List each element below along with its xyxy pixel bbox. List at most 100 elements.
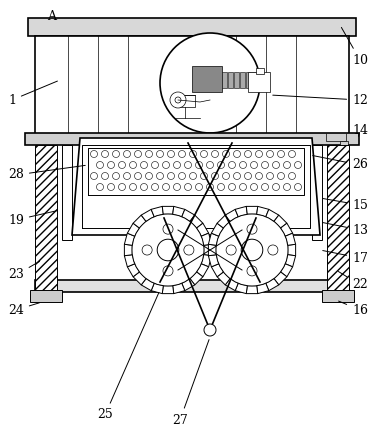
Circle shape: [179, 151, 185, 158]
Circle shape: [245, 172, 252, 179]
Polygon shape: [211, 264, 223, 277]
Polygon shape: [72, 138, 320, 235]
Text: 22: 22: [338, 272, 368, 291]
Circle shape: [212, 172, 218, 179]
Polygon shape: [141, 210, 154, 222]
Polygon shape: [182, 279, 195, 291]
Circle shape: [167, 151, 174, 158]
Circle shape: [142, 245, 152, 255]
Bar: [30, 290, 62, 302]
Polygon shape: [124, 255, 135, 267]
Circle shape: [233, 172, 240, 179]
Polygon shape: [281, 223, 293, 236]
Circle shape: [132, 214, 204, 286]
Circle shape: [278, 172, 285, 179]
Circle shape: [241, 239, 263, 261]
Circle shape: [157, 172, 164, 179]
Text: 12: 12: [273, 93, 368, 106]
Circle shape: [226, 245, 236, 255]
Circle shape: [204, 324, 216, 336]
Circle shape: [245, 151, 252, 158]
Circle shape: [119, 162, 126, 168]
Circle shape: [101, 172, 109, 179]
Circle shape: [96, 183, 104, 190]
Polygon shape: [274, 272, 287, 285]
Text: 23: 23: [8, 261, 40, 281]
Polygon shape: [133, 272, 146, 285]
Circle shape: [141, 183, 147, 190]
Circle shape: [162, 162, 169, 168]
Bar: [234, 72, 239, 88]
Circle shape: [222, 172, 230, 179]
Circle shape: [157, 151, 164, 158]
Circle shape: [157, 239, 179, 261]
Text: 24: 24: [8, 303, 39, 316]
Circle shape: [96, 162, 104, 168]
Circle shape: [119, 183, 126, 190]
Polygon shape: [141, 279, 154, 291]
Text: 1: 1: [8, 81, 58, 106]
Polygon shape: [209, 233, 219, 245]
Circle shape: [295, 183, 301, 190]
Circle shape: [255, 172, 263, 179]
Circle shape: [250, 162, 258, 168]
Circle shape: [247, 266, 257, 276]
Circle shape: [163, 266, 173, 276]
Circle shape: [207, 183, 214, 190]
Circle shape: [91, 172, 98, 179]
Circle shape: [179, 172, 185, 179]
Circle shape: [283, 183, 291, 190]
Circle shape: [129, 162, 136, 168]
Text: 19: 19: [8, 210, 57, 226]
Text: A: A: [48, 10, 56, 23]
Circle shape: [101, 151, 109, 158]
Polygon shape: [124, 233, 135, 245]
Circle shape: [278, 151, 285, 158]
Bar: [35, 145, 57, 293]
Bar: [240, 72, 245, 88]
Text: 28: 28: [8, 165, 85, 182]
Polygon shape: [225, 210, 238, 222]
Circle shape: [217, 183, 225, 190]
Text: 17: 17: [323, 251, 368, 264]
Circle shape: [162, 183, 169, 190]
Polygon shape: [127, 264, 139, 277]
Polygon shape: [225, 279, 238, 291]
Circle shape: [288, 151, 296, 158]
Circle shape: [124, 151, 131, 158]
Circle shape: [108, 162, 114, 168]
Bar: [256, 68, 264, 74]
Text: 16: 16: [339, 301, 368, 316]
Bar: [175, 95, 195, 107]
Polygon shape: [235, 206, 247, 217]
Circle shape: [124, 172, 131, 179]
Circle shape: [170, 92, 186, 108]
Circle shape: [141, 162, 147, 168]
Circle shape: [240, 183, 247, 190]
Polygon shape: [173, 283, 185, 294]
Text: 26: 26: [313, 155, 368, 171]
Circle shape: [189, 172, 197, 179]
Circle shape: [160, 33, 260, 133]
Circle shape: [273, 162, 280, 168]
Circle shape: [273, 183, 280, 190]
Bar: [248, 72, 270, 92]
Circle shape: [134, 172, 141, 179]
Polygon shape: [288, 244, 296, 256]
Circle shape: [228, 183, 235, 190]
Polygon shape: [257, 283, 269, 294]
Circle shape: [129, 183, 136, 190]
Bar: [327, 145, 349, 293]
Circle shape: [146, 151, 152, 158]
Circle shape: [108, 183, 114, 190]
Circle shape: [184, 162, 192, 168]
Polygon shape: [285, 255, 296, 267]
Circle shape: [189, 151, 197, 158]
Circle shape: [268, 245, 278, 255]
Polygon shape: [246, 286, 258, 294]
Polygon shape: [285, 233, 296, 245]
Polygon shape: [124, 244, 132, 256]
Bar: [228, 72, 233, 88]
Circle shape: [113, 151, 119, 158]
Circle shape: [113, 172, 119, 179]
